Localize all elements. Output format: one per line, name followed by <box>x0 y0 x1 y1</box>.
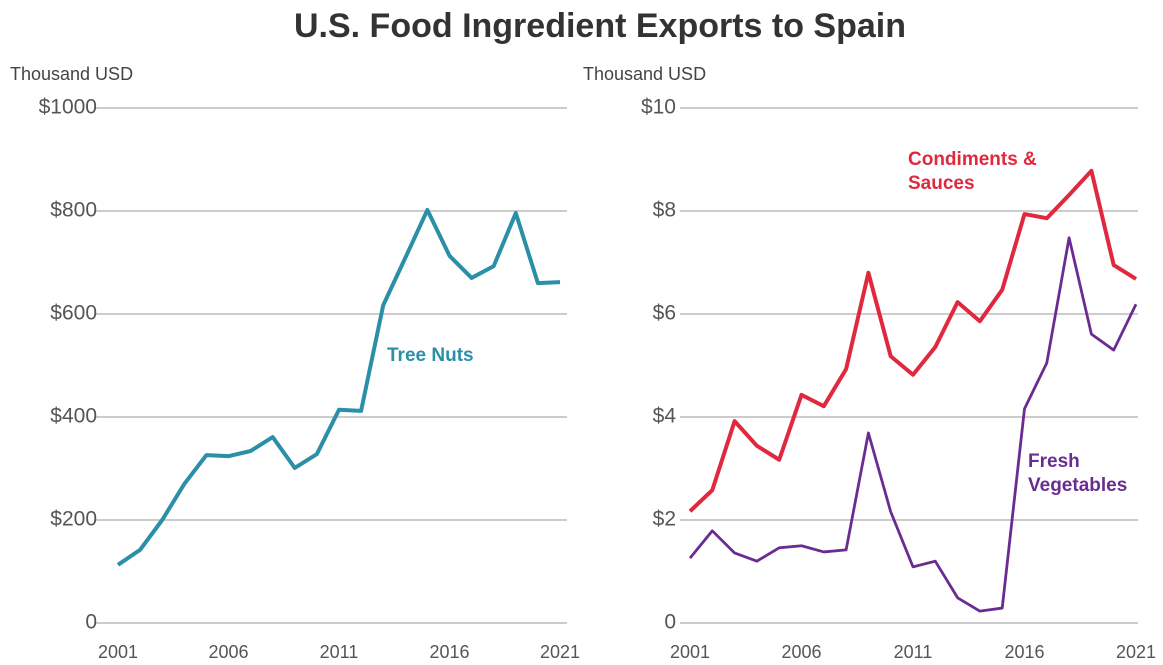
series-label: Tree Nuts <box>387 345 474 366</box>
y-tick-label: $10 <box>641 96 676 119</box>
y-tick-label: 0 <box>664 611 676 634</box>
y-tick-label: $1000 <box>39 96 97 119</box>
x-tick-label: 2021 <box>1116 642 1156 662</box>
x-tick-label: 2006 <box>208 642 248 662</box>
y-tick-label: 0 <box>85 611 97 634</box>
series-line <box>688 168 1138 513</box>
x-tick-label: 2006 <box>781 642 821 662</box>
y-axis-label: Thousand USD <box>10 64 133 84</box>
y-tick-label: $8 <box>653 199 676 222</box>
y-axis-label: Thousand USD <box>583 64 706 84</box>
x-tick-label: 2016 <box>1004 642 1044 662</box>
y-tick-label: $200 <box>50 508 97 531</box>
y-tick-label: $600 <box>50 302 97 325</box>
x-tick-label: 2011 <box>894 642 933 662</box>
x-tick-label: 2021 <box>540 642 580 662</box>
x-tick-label: 2011 <box>320 642 359 662</box>
y-tick-label: $800 <box>50 199 97 222</box>
series-line <box>116 207 561 567</box>
x-tick-label: 2001 <box>670 642 710 662</box>
series-line <box>688 236 1138 613</box>
title: U.S. Food Ingredient Exports to Spain <box>294 7 906 45</box>
series-label: Fresh Vegetables <box>1028 451 1128 496</box>
x-tick-label: 2001 <box>98 642 138 662</box>
y-tick-label: $2 <box>653 508 676 531</box>
y-tick-label: $4 <box>653 405 677 428</box>
x-tick-label: 2016 <box>429 642 469 662</box>
y-tick-label: $400 <box>50 405 97 428</box>
y-tick-label: $6 <box>653 302 676 325</box>
series-label: Condiments & Sauces <box>908 149 1037 194</box>
